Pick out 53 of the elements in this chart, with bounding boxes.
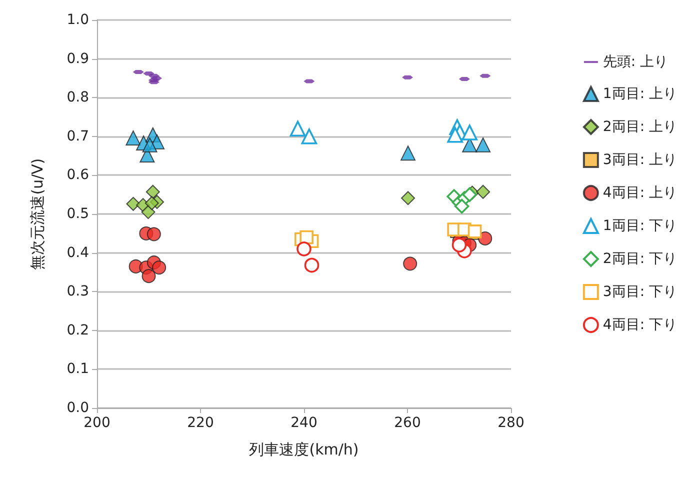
- y-tick-label: 0.5: [66, 206, 89, 222]
- legend-label: 3両目: 上り: [602, 152, 678, 168]
- y-axis-title: 無次元流速(u/V): [28, 158, 46, 270]
- legend-label: 2両目: 上り: [602, 119, 678, 135]
- y-tick-label: 0.0: [66, 400, 89, 416]
- point: [468, 224, 482, 238]
- legend-label: 3両目: 下り: [602, 284, 678, 300]
- legend-label: 1両目: 下り: [602, 218, 678, 234]
- x-tick-label: 240: [290, 415, 318, 431]
- y-tick-label: 0.4: [66, 244, 90, 261]
- point: [300, 230, 314, 244]
- legend-label: 2両目: 下り: [602, 251, 678, 267]
- x-tick-label: 220: [187, 415, 214, 431]
- point: [144, 196, 159, 210]
- point: [400, 146, 416, 161]
- point: [454, 198, 470, 214]
- point: [478, 231, 492, 246]
- point: [447, 126, 464, 143]
- x-tick-label: 200: [84, 415, 110, 431]
- y-tick-label: 1.0: [66, 12, 89, 28]
- point: [304, 258, 320, 273]
- point: [152, 260, 166, 275]
- legend-label: 4両目: 上り: [602, 185, 678, 201]
- legend-label: 1両目: 上り: [602, 86, 678, 102]
- x-tick-label: 260: [394, 415, 421, 431]
- point: [142, 269, 156, 284]
- point: [476, 137, 491, 152]
- x-axis-title: 列車速度(km/h): [249, 440, 359, 458]
- point: [126, 130, 141, 146]
- legend-label: 4両目: 下り: [602, 317, 678, 333]
- x-tick-label: 280: [498, 415, 524, 431]
- y-tick-label: 0.7: [66, 128, 89, 144]
- point: [462, 187, 477, 202]
- point: [403, 256, 418, 271]
- point: [476, 184, 490, 199]
- y-tick-label: 0.3: [66, 284, 89, 300]
- y-tick-label: 0.1: [66, 361, 89, 378]
- point: [301, 128, 318, 144]
- point: [296, 242, 312, 256]
- y-tick-label: 0.6: [66, 167, 90, 184]
- point: [146, 184, 160, 199]
- point: [126, 196, 140, 211]
- y-tick-label: 0.9: [66, 50, 89, 67]
- point: [142, 137, 158, 152]
- point: [401, 191, 416, 206]
- y-tick-label: 0.8: [66, 90, 89, 106]
- point: [290, 120, 306, 137]
- y-tick-label: 0.2: [66, 322, 89, 338]
- legend-label: 先頭: 上り: [602, 54, 668, 70]
- point: [146, 227, 161, 242]
- point: [462, 124, 478, 140]
- point: [141, 205, 156, 220]
- point: [452, 238, 467, 252]
